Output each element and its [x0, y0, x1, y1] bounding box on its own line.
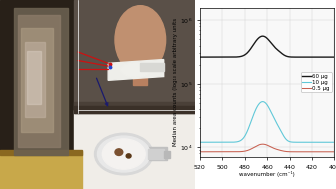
0.5 μg — [259, 143, 263, 146]
Bar — [74, 110, 195, 189]
Ellipse shape — [115, 6, 166, 74]
60 μg — [198, 56, 202, 58]
Bar — [148, 149, 164, 159]
60 μg — [288, 56, 292, 58]
Bar — [27, 51, 41, 104]
Bar — [74, 102, 195, 113]
60 μg — [299, 56, 303, 58]
10 μg — [329, 141, 333, 143]
Bar — [0, 150, 82, 155]
Bar — [0, 151, 82, 189]
60 μg — [332, 56, 336, 58]
Bar — [14, 8, 68, 155]
Bar — [22, 28, 53, 132]
10 μg — [277, 127, 281, 129]
10 μg — [332, 141, 336, 143]
60 μg — [328, 56, 332, 58]
Bar — [74, 0, 195, 113]
0.5 μg — [327, 151, 331, 153]
0.5 μg — [222, 151, 226, 153]
Polygon shape — [108, 60, 164, 80]
Legend: 60 μg, 10 μg, 0.5 μg: 60 μg, 10 μg, 0.5 μg — [301, 72, 332, 92]
0.5 μg — [332, 151, 336, 153]
Ellipse shape — [97, 136, 150, 172]
Bar — [133, 57, 147, 85]
Line: 0.5 μg: 0.5 μg — [200, 144, 334, 152]
Ellipse shape — [94, 133, 153, 175]
Line: 60 μg: 60 μg — [200, 36, 334, 57]
Line: 10 μg: 10 μg — [200, 102, 334, 142]
0.5 μg — [299, 151, 303, 153]
Bar — [0, 0, 82, 189]
10 μg — [299, 141, 303, 143]
10 μg — [259, 101, 263, 103]
Bar — [147, 147, 167, 160]
10 μg — [198, 141, 202, 143]
10 μg — [233, 141, 237, 143]
Bar — [140, 63, 164, 71]
Bar — [74, 106, 195, 113]
10 μg — [222, 141, 226, 143]
60 μg — [259, 36, 263, 38]
Bar — [164, 151, 170, 158]
60 μg — [277, 50, 281, 53]
0.5 μg — [277, 149, 281, 151]
Ellipse shape — [121, 63, 150, 77]
60 μg — [233, 56, 237, 58]
Bar — [25, 42, 45, 117]
Ellipse shape — [102, 139, 145, 169]
Y-axis label: Median area counts (log₁₀ scale arbitrary units: Median area counts (log₁₀ scale arbitrar… — [173, 18, 178, 146]
0.5 μg — [198, 151, 202, 153]
10 μg — [288, 141, 292, 143]
60 μg — [261, 35, 265, 37]
Ellipse shape — [126, 154, 131, 158]
Bar — [17, 15, 60, 147]
X-axis label: wavenumber (cm⁻¹): wavenumber (cm⁻¹) — [239, 171, 295, 177]
0.5 μg — [261, 143, 265, 145]
0.5 μg — [233, 151, 237, 153]
10 μg — [261, 101, 265, 103]
60 μg — [222, 56, 226, 58]
Ellipse shape — [115, 149, 123, 155]
0.5 μg — [288, 151, 292, 153]
